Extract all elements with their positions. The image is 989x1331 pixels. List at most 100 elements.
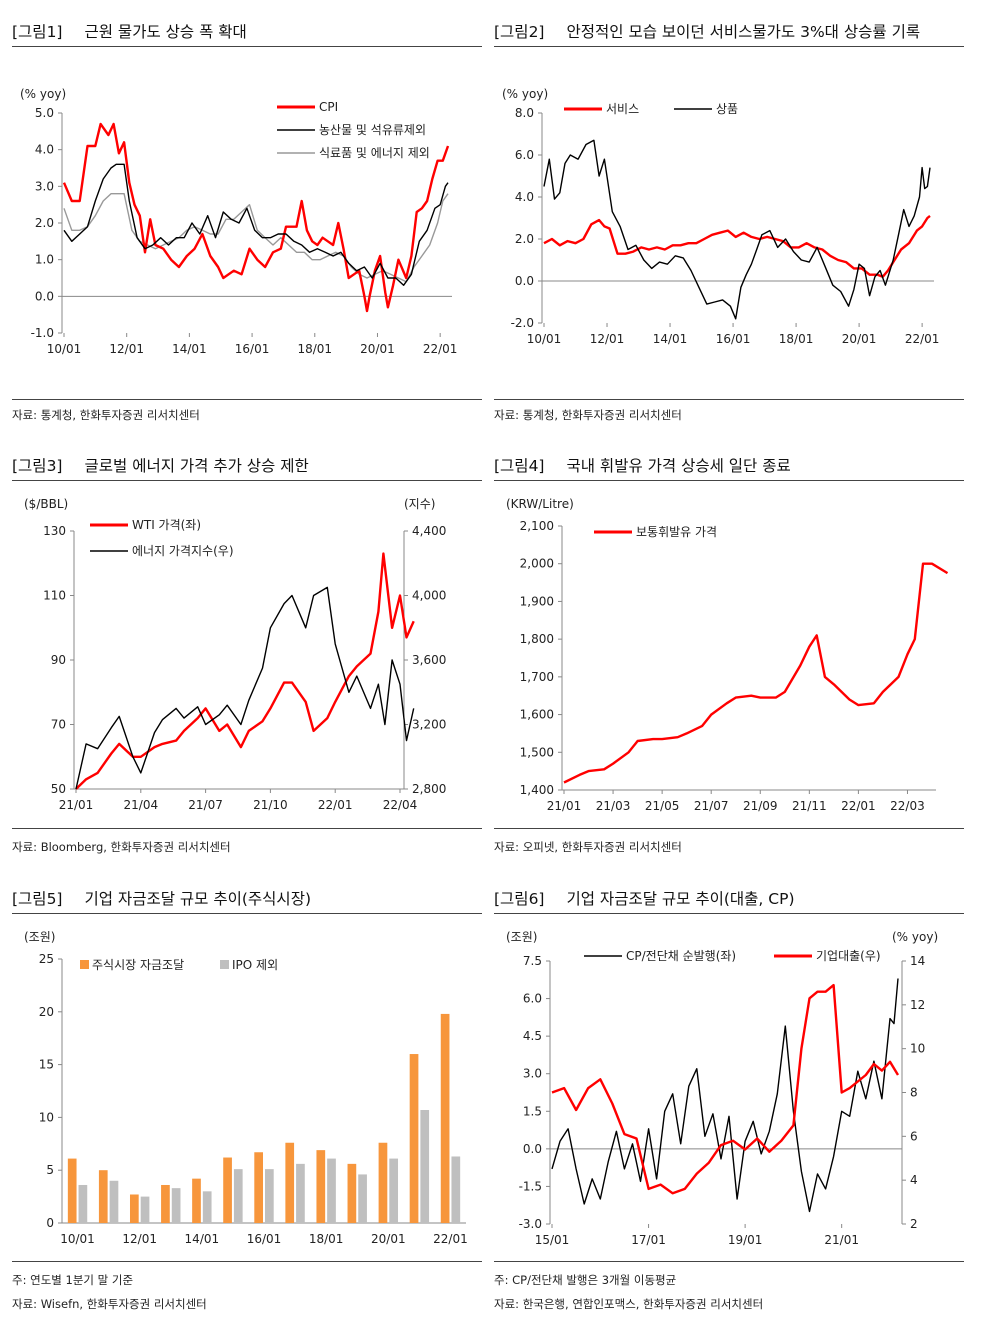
bar-equity-raise xyxy=(285,1142,295,1223)
y-tick-label: 20 xyxy=(39,1005,54,1019)
y-tick-label: 130 xyxy=(43,524,66,538)
y-tick-label: 2.0 xyxy=(35,216,54,230)
title-rule xyxy=(12,46,482,47)
y-axis-unit: (% yoy) xyxy=(502,87,548,101)
series-line xyxy=(75,552,415,790)
chart-source: 자료: Bloomberg, 한화투자증권 리서치센터 xyxy=(12,840,231,854)
y-tick-label: -1.0 xyxy=(31,326,54,340)
y-tick-right-label: 4,000 xyxy=(412,589,446,603)
y-tick-label: 1.0 xyxy=(35,253,54,267)
bar-ex-ipo xyxy=(327,1158,336,1223)
y-tick-right-label: 8 xyxy=(910,1086,918,1100)
bar-ex-ipo xyxy=(202,1191,212,1223)
y-tick-label: 6.0 xyxy=(515,148,534,162)
chart-note: 주: CP/전단채 발행은 3개월 이동평균 xyxy=(494,1273,677,1287)
bar-equity-raise xyxy=(347,1163,357,1223)
legend-label: 기업대출(우) xyxy=(816,949,881,963)
x-tick-label: 21/11 xyxy=(792,799,827,813)
y-tick-label: 1,600 xyxy=(520,708,554,722)
y-tick-right-label: 4 xyxy=(910,1173,918,1187)
bar-equity-raise xyxy=(98,1170,108,1223)
figure-title: 기업 자금조달 규모 추이(주식시장) xyxy=(84,890,312,908)
y-tick-right-label: 4,400 xyxy=(412,524,446,538)
bar-ex-ipo xyxy=(233,1169,243,1223)
legend-label: 보통휘발유 가격 xyxy=(636,525,717,539)
y-axis-unit: (KRW/Litre) xyxy=(506,497,574,511)
bottom-rule xyxy=(12,399,482,400)
chart-plot: ($/BBL) (지수) 130 110 90 70 50 4,400 4,000 3,600 3,… xyxy=(24,497,446,812)
x-tick-label: 20/01 xyxy=(371,1232,406,1246)
legend-swatch xyxy=(80,960,89,969)
chart-source: 자료: 한국은행, 연합인포맥스, 한화투자증권 리서치센터 xyxy=(494,1297,764,1311)
chart-title: [그림5] 기업 자금조달 규모 추이(주식시장) xyxy=(12,888,482,910)
legend-label: 에너지 가격지수(우) xyxy=(132,544,234,558)
x-tick-label: 16/01 xyxy=(247,1232,282,1246)
y-tick-label: 4.5 xyxy=(523,1029,542,1043)
chart-note: 주: 연도별 1분기 말 기준 xyxy=(12,1273,134,1287)
y-tick-label: 4.0 xyxy=(515,190,534,204)
chart-title: [그림3] 글로벌 에너지 가격 추가 상승 제한 xyxy=(12,455,482,477)
y-tick-right-label: 14 xyxy=(910,954,925,968)
x-tick-label: 10/01 xyxy=(527,332,562,346)
chart-title: [그림6] 기업 자금조달 규모 추이(대출, CP) xyxy=(494,888,964,910)
y-tick-right-label: 3,600 xyxy=(412,653,446,667)
y-tick-label: 10 xyxy=(39,1110,54,1124)
chart-source: 자료: 통계청, 한화투자증권 리서치센터 xyxy=(494,408,682,422)
legend-label: IPO 제외 xyxy=(232,958,278,972)
y-tick-label: 3.0 xyxy=(523,1067,542,1081)
y-tick-label: 1.5 xyxy=(523,1104,542,1118)
y-axis-unit: (% yoy) xyxy=(20,87,66,101)
bar-equity-raise xyxy=(254,1152,263,1223)
y-tick-right-label: 6 xyxy=(910,1129,918,1143)
figure-title: 기업 자금조달 규모 추이(대출, CP) xyxy=(566,890,795,908)
chart-source: 자료: 통계청, 한화투자증권 리서치센터 xyxy=(12,408,200,422)
x-tick-label: 18/01 xyxy=(779,332,814,346)
legend-label: CP/전단채 순발행(좌) xyxy=(626,948,736,963)
y-tick-label: 1,900 xyxy=(520,594,554,608)
legend-label: WTI 가격(좌) xyxy=(132,518,201,532)
chart-source: 자료: 오피넷, 한화투자증권 리서치센터 xyxy=(494,840,682,854)
y-tick-label: 110 xyxy=(43,589,66,603)
chart-title: [그림4] 국내 휘발유 가격 상승세 일단 종료 xyxy=(494,455,964,477)
x-tick-label: 22/01 xyxy=(841,799,876,813)
y-tick-label: 25 xyxy=(39,952,54,966)
x-tick-label: 20/01 xyxy=(360,342,395,356)
x-tick-label: 18/01 xyxy=(309,1232,344,1246)
bar-equity-raise xyxy=(409,1054,419,1223)
x-tick-label: 22/01 xyxy=(433,1232,468,1246)
figure-title: 국내 휘발유 가격 상승세 일단 종료 xyxy=(566,457,791,475)
x-tick-label: 21/04 xyxy=(124,798,159,812)
y-tick-label: 0.0 xyxy=(35,289,54,303)
bar-equity-raise xyxy=(378,1142,388,1223)
y-tick-label: 5 xyxy=(46,1163,54,1177)
title-rule xyxy=(12,913,482,914)
figure-number: [그림2] xyxy=(494,23,545,41)
x-tick-label: 21/03 xyxy=(596,799,631,813)
x-tick-label: 14/01 xyxy=(185,1232,220,1246)
x-tick-label: 10/01 xyxy=(47,342,82,356)
x-tick-label: 21/01 xyxy=(824,1233,859,1247)
y-tick-right-label: 3,200 xyxy=(412,718,446,732)
y-tick-label: 1,400 xyxy=(520,783,554,797)
y-tick-label: 1,800 xyxy=(520,632,554,646)
figure-title: 근원 물가도 상승 폭 확대 xyxy=(84,23,247,41)
y-tick-label: 3.0 xyxy=(35,179,54,193)
y-tick-label: 0.0 xyxy=(515,274,534,288)
bar-ex-ipo xyxy=(171,1188,181,1223)
title-rule xyxy=(494,46,964,47)
bar-equity-raise xyxy=(192,1178,201,1223)
x-tick-label: 22/01 xyxy=(318,798,353,812)
x-tick-label: 22/01 xyxy=(905,332,940,346)
bar-equity-raise xyxy=(161,1184,170,1223)
x-tick-label: 14/01 xyxy=(653,332,688,346)
x-tick-label: 15/01 xyxy=(535,1233,570,1247)
y-tick-label: 50 xyxy=(51,782,66,796)
y-tick-label: 70 xyxy=(51,718,66,732)
bottom-rule xyxy=(12,1261,482,1262)
legend-label: 주식시장 자금조달 xyxy=(92,958,184,972)
chart-title: [그림2] 안정적인 모습 보이던 서비스물가도 3%대 상승률 기록 xyxy=(494,21,964,43)
series-line xyxy=(551,978,899,1213)
figure-number: [그림5] xyxy=(12,890,63,908)
bar-ex-ipo xyxy=(389,1158,399,1223)
y-tick-right-label: 2 xyxy=(910,1217,918,1231)
